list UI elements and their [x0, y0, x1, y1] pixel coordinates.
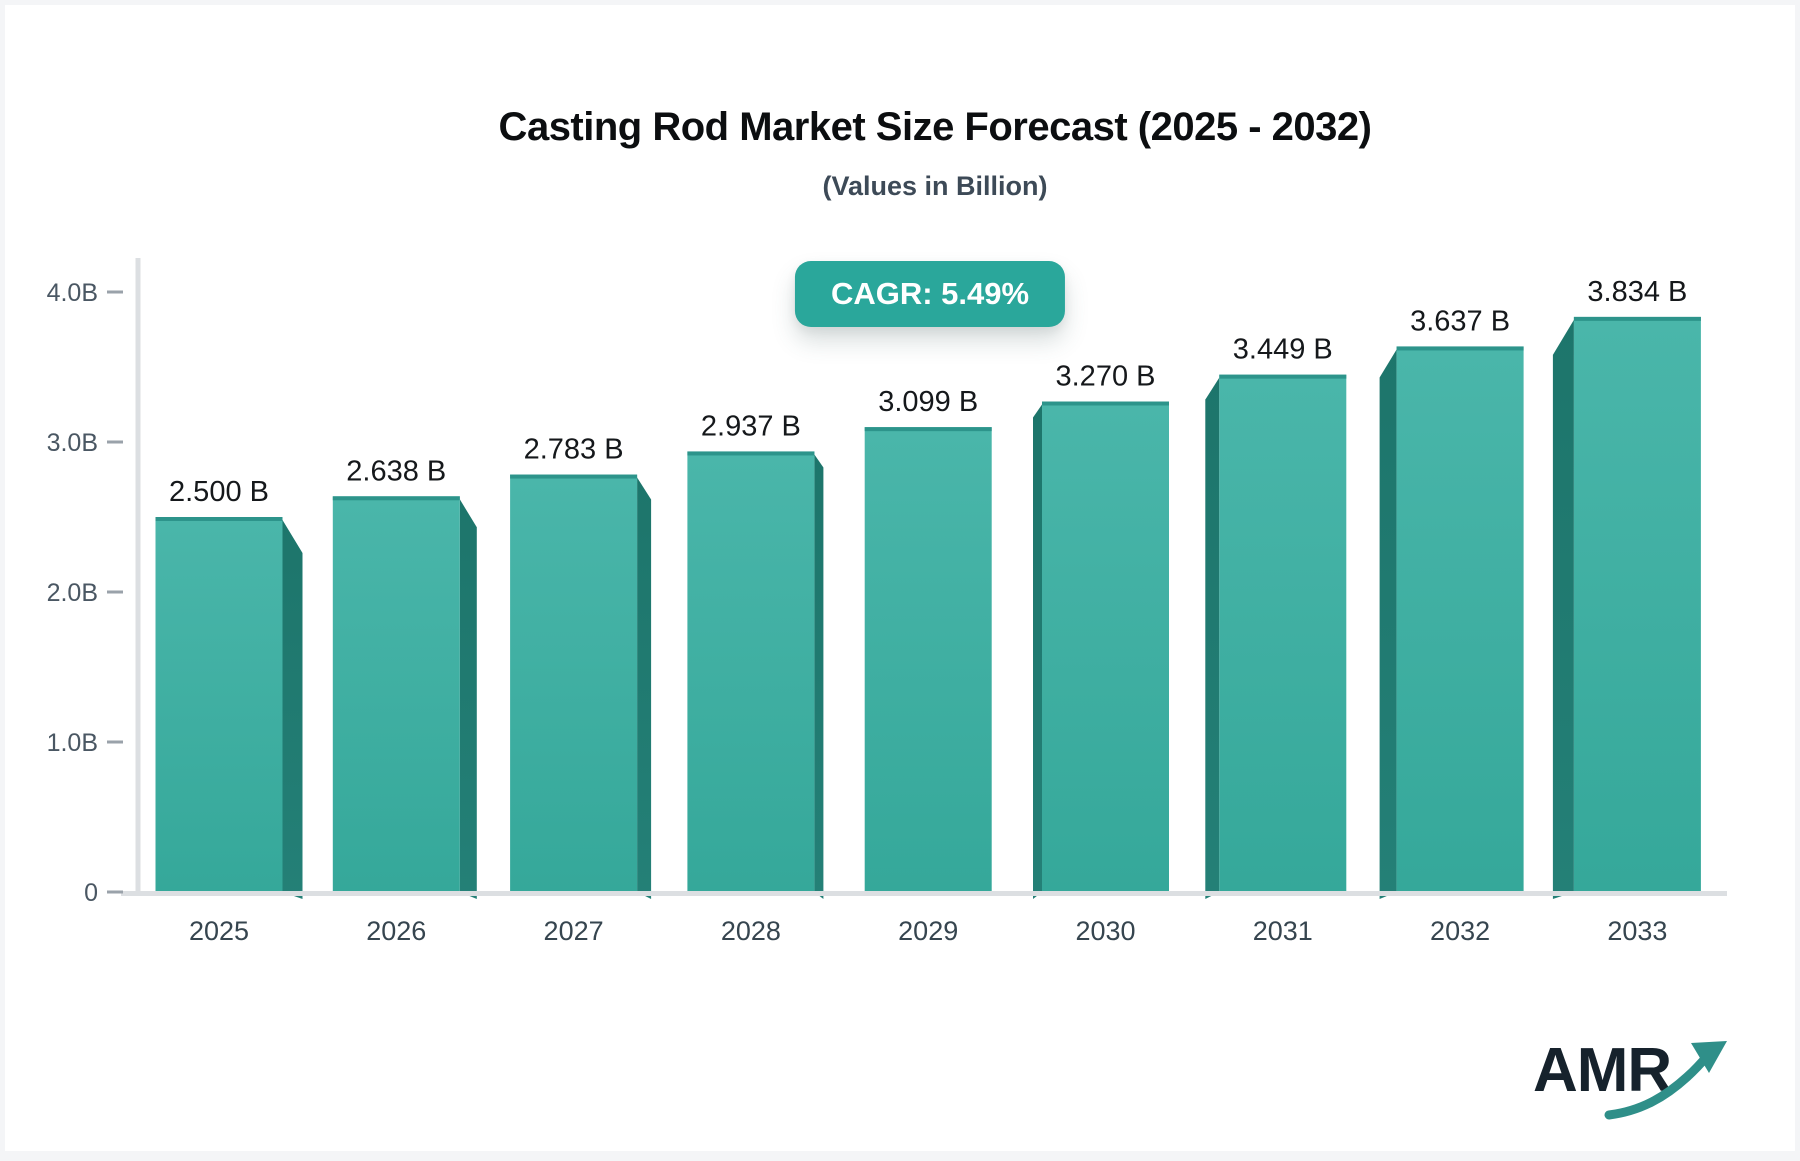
- y-axis-label: 0: [84, 879, 98, 907]
- bar-value-label: 2.638 B: [346, 455, 446, 487]
- bar-value-label: 2.783 B: [524, 434, 624, 466]
- bar-top-edge: [687, 451, 815, 456]
- bar-group: [155, 517, 303, 899]
- bar-value-label: 3.637 B: [1410, 305, 1510, 337]
- x-axis-label: 2028: [721, 916, 781, 946]
- chart-card: Casting Rod Market Size Forecast (2025 -…: [5, 5, 1795, 1151]
- bar-chart: 2.500 B 2025 2.638 B 2026 2.783 B 2027 2.937 B…: [47, 258, 1727, 946]
- bar-face: [155, 517, 283, 892]
- bar-group: [332, 496, 477, 899]
- bar-side-face: [1379, 349, 1397, 899]
- y-axis-label: 3.0B: [47, 429, 98, 457]
- bar-top-edge: [1219, 374, 1347, 379]
- cagr-badge: CAGR: 5.49%: [794, 261, 1066, 327]
- bar-face: [1219, 374, 1347, 892]
- bar-side-face: [459, 499, 477, 899]
- bar-top-edge: [332, 496, 460, 501]
- bar-value-label: 3.099 B: [878, 386, 978, 418]
- bar-face: [332, 496, 460, 892]
- bar-face: [1396, 346, 1524, 892]
- bar-face: [864, 427, 992, 892]
- bar-top-edge: [864, 427, 992, 432]
- bar-top-edge: [1396, 346, 1524, 351]
- x-axis-label: 2030: [1075, 916, 1135, 946]
- y-axis-label: 2.0B: [47, 579, 98, 607]
- bar-top-edge: [155, 517, 283, 521]
- bar-face: [510, 474, 638, 892]
- chart-subtitle: (Values in Billion): [822, 171, 1048, 201]
- bar-group: [1552, 316, 1701, 899]
- bar-side-face: [1552, 319, 1574, 899]
- x-axis-label: 2027: [544, 916, 604, 946]
- bar-top-edge: [510, 474, 638, 479]
- bar-value-label: 2.500 B: [169, 476, 269, 508]
- bar-group: [864, 427, 992, 892]
- bar-side-face: [814, 454, 824, 899]
- amr-logo: AMR: [1533, 1027, 1733, 1127]
- y-axis-label: 4.0B: [47, 279, 98, 307]
- bar-side-face: [1205, 377, 1220, 899]
- y-axis-label: 1.0B: [47, 729, 98, 757]
- x-axis-label: 2026: [366, 916, 426, 946]
- bar-group: [1205, 374, 1347, 899]
- x-axis-label: 2033: [1607, 916, 1667, 946]
- bar-value-label: 3.270 B: [1056, 361, 1156, 393]
- x-axis-label: 2031: [1253, 916, 1313, 946]
- bar-face: [687, 451, 815, 892]
- x-axis-label: 2032: [1430, 916, 1490, 946]
- chart-title: Casting Rod Market Size Forecast (2025 -…: [498, 105, 1372, 149]
- bar-face: [1573, 316, 1701, 892]
- bar-side-face: [637, 477, 652, 899]
- bar-face: [1042, 401, 1169, 892]
- growth-arrow-icon: [1604, 1041, 1727, 1120]
- bar-side-face: [1033, 404, 1042, 899]
- x-axis-label: 2025: [189, 916, 249, 946]
- bar-value-label: 3.449 B: [1233, 334, 1333, 366]
- bar-group: [1379, 346, 1524, 899]
- bar-value-label: 3.834 B: [1587, 276, 1687, 308]
- bar-group: [510, 474, 652, 899]
- bar-group: [687, 451, 824, 899]
- x-axis-label: 2029: [898, 916, 958, 946]
- bar-top-edge: [1573, 316, 1701, 321]
- bar-group: [1033, 401, 1169, 899]
- bar-side-face: [282, 520, 303, 899]
- amr-logo-text: AMR: [1533, 1036, 1672, 1105]
- bar-top-edge: [1042, 401, 1169, 406]
- bar-value-label: 2.937 B: [701, 410, 801, 442]
